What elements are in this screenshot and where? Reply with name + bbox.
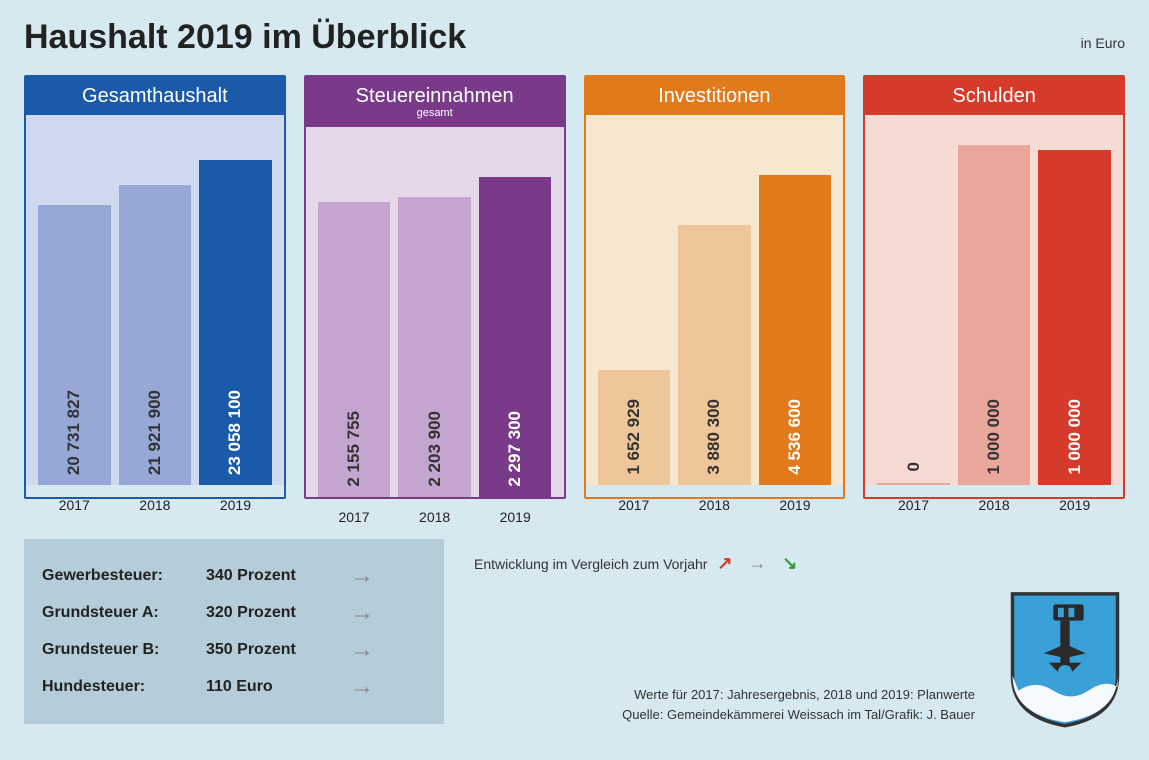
page-title: Haushalt 2019 im Überblick xyxy=(24,18,466,57)
bar-value-label: 4 536 600 xyxy=(785,389,805,485)
bar-wrap: 3 880 300 xyxy=(678,225,751,485)
bar-value-label: 2 155 755 xyxy=(344,401,364,497)
tax-name: Grundsteuer A: xyxy=(42,604,192,622)
tax-value: 340 Prozent xyxy=(206,567,336,585)
year-row: 2017 2018 2019 xyxy=(586,485,844,513)
year-label: 2018 xyxy=(958,491,1031,513)
tax-name: Grundsteuer B: xyxy=(42,641,192,659)
bar-value-label: 23 058 100 xyxy=(225,380,245,485)
trend-down-icon: ↘ xyxy=(782,553,797,573)
bar-wrap: 0 xyxy=(877,483,950,485)
year-row: 2017 2018 2019 xyxy=(306,497,564,525)
bar: 3 880 300 xyxy=(678,225,751,485)
bar: 4 536 600 xyxy=(759,175,832,485)
source-line-2: Quelle: Gemeindekämmerei Weissach im Tal… xyxy=(622,705,975,725)
legend-text: Entwicklung im Vergleich zum Vorjahr xyxy=(474,556,707,572)
tax-name: Gewerbesteuer: xyxy=(42,567,192,585)
bar-wrap: 1 000 000 xyxy=(1038,150,1111,485)
bar-value-label: 1 000 000 xyxy=(984,389,1004,485)
chart-header: Investitionen xyxy=(586,77,844,115)
trend-flat-icon: → xyxy=(350,673,374,701)
year-label: 2018 xyxy=(398,503,471,525)
year-label: 2017 xyxy=(877,491,950,513)
tax-row: Hundesteuer: 110 Euro → xyxy=(42,673,426,701)
bar: 1 652 929 xyxy=(598,370,671,485)
bar-value-label: 1 652 929 xyxy=(624,389,644,485)
year-label: 2019 xyxy=(1038,491,1111,513)
tax-value: 320 Prozent xyxy=(206,604,336,622)
tax-name: Hundesteuer: xyxy=(42,678,192,696)
bar-wrap: 2 155 755 xyxy=(318,202,391,497)
crest-icon xyxy=(1005,588,1125,728)
chart-header: Steuereinnahmengesamt xyxy=(306,77,564,127)
bar: 0 xyxy=(877,483,950,485)
bar-wrap: 2 203 900 xyxy=(398,197,471,497)
bar: 2 155 755 xyxy=(318,202,391,497)
bar-wrap: 1 652 929 xyxy=(598,370,671,485)
source-block: Werte für 2017: Jahresergebnis, 2018 und… xyxy=(622,685,975,724)
chart-panel: Steuereinnahmengesamt2 155 7552 203 9002… xyxy=(304,75,566,499)
chart-header: Schulden xyxy=(865,77,1123,115)
year-label: 2019 xyxy=(759,491,832,513)
bar: 2 297 300 xyxy=(479,177,552,497)
legend-area: Entwicklung im Vergleich zum Vorjahr ↗ →… xyxy=(474,539,1125,724)
tax-value: 110 Euro xyxy=(206,678,336,696)
tax-row: Grundsteuer B: 350 Prozent → xyxy=(42,636,426,664)
bar: 1 000 000 xyxy=(958,145,1031,485)
bar-wrap: 1 000 000 xyxy=(958,145,1031,485)
bar-value-label: 2 203 900 xyxy=(425,401,445,497)
bar-wrap: 21 921 900 xyxy=(119,185,192,485)
bar: 21 921 900 xyxy=(119,185,192,485)
tax-value: 350 Prozent xyxy=(206,641,336,659)
trend-flat-icon: → xyxy=(350,599,374,627)
chart-panel: Schulden01 000 0001 000 000201720182019 xyxy=(863,75,1125,499)
legend-line: Entwicklung im Vergleich zum Vorjahr ↗ →… xyxy=(474,553,1125,574)
bar-wrap: 20 731 827 xyxy=(38,205,111,485)
chart-body: 0 1 000 000 1 000 000 xyxy=(865,115,1123,485)
year-label: 2017 xyxy=(318,503,391,525)
bar-value-label: 0 xyxy=(904,452,924,481)
year-row: 2017 2018 2019 xyxy=(865,485,1123,513)
year-label: 2018 xyxy=(678,491,751,513)
year-label: 2019 xyxy=(199,491,272,513)
bar-value-label: 2 297 300 xyxy=(505,401,525,497)
year-label: 2017 xyxy=(598,491,671,513)
trend-flat-icon: → xyxy=(748,553,766,573)
bar: 20 731 827 xyxy=(38,205,111,485)
chart-subtitle: gesamt xyxy=(310,107,560,119)
bar: 2 203 900 xyxy=(398,197,471,497)
source-line-1: Werte für 2017: Jahresergebnis, 2018 und… xyxy=(622,685,975,705)
bar-value-label: 1 000 000 xyxy=(1065,389,1085,485)
chart-body: 2 155 755 2 203 900 2 297 300 xyxy=(306,127,564,497)
bar-wrap: 23 058 100 xyxy=(199,160,272,485)
chart-panel: Investitionen 1 652 929 3 880 300 4 536 600… xyxy=(584,75,846,499)
bar-value-label: 21 921 900 xyxy=(145,380,165,485)
trend-flat-icon: → xyxy=(350,636,374,664)
tax-row: Gewerbesteuer: 340 Prozent → xyxy=(42,562,426,590)
chart-header: Gesamthaushalt xyxy=(26,77,284,115)
chart-body: 1 652 929 3 880 300 4 536 600 xyxy=(586,115,844,485)
tax-panel: Gewerbesteuer:340 Prozent→Grundsteuer A:… xyxy=(24,539,444,724)
year-label: 2018 xyxy=(119,491,192,513)
trend-up-icon: ↗ xyxy=(717,553,732,573)
year-label: 2017 xyxy=(38,491,111,513)
trend-flat-icon: → xyxy=(350,562,374,590)
tax-row: Grundsteuer A: 320 Prozent → xyxy=(42,599,426,627)
bar-value-label: 20 731 827 xyxy=(64,380,84,485)
year-row: 2017 2018 2019 xyxy=(26,485,284,513)
bar: 23 058 100 xyxy=(199,160,272,485)
bar-wrap: 2 297 300 xyxy=(479,177,552,497)
year-label: 2019 xyxy=(479,503,552,525)
bar-wrap: 4 536 600 xyxy=(759,175,832,485)
chart-body: 20 731 827 21 921 900 23 058 100 xyxy=(26,115,284,485)
unit-label: in Euro xyxy=(1081,35,1125,57)
chart-panel: Gesamthaushalt 20 731 827 21 921 900 23 058… xyxy=(24,75,286,499)
bar: 1 000 000 xyxy=(1038,150,1111,485)
charts-row: Gesamthaushalt 20 731 827 21 921 900 23 058… xyxy=(24,75,1125,499)
bar-value-label: 3 880 300 xyxy=(704,389,724,485)
